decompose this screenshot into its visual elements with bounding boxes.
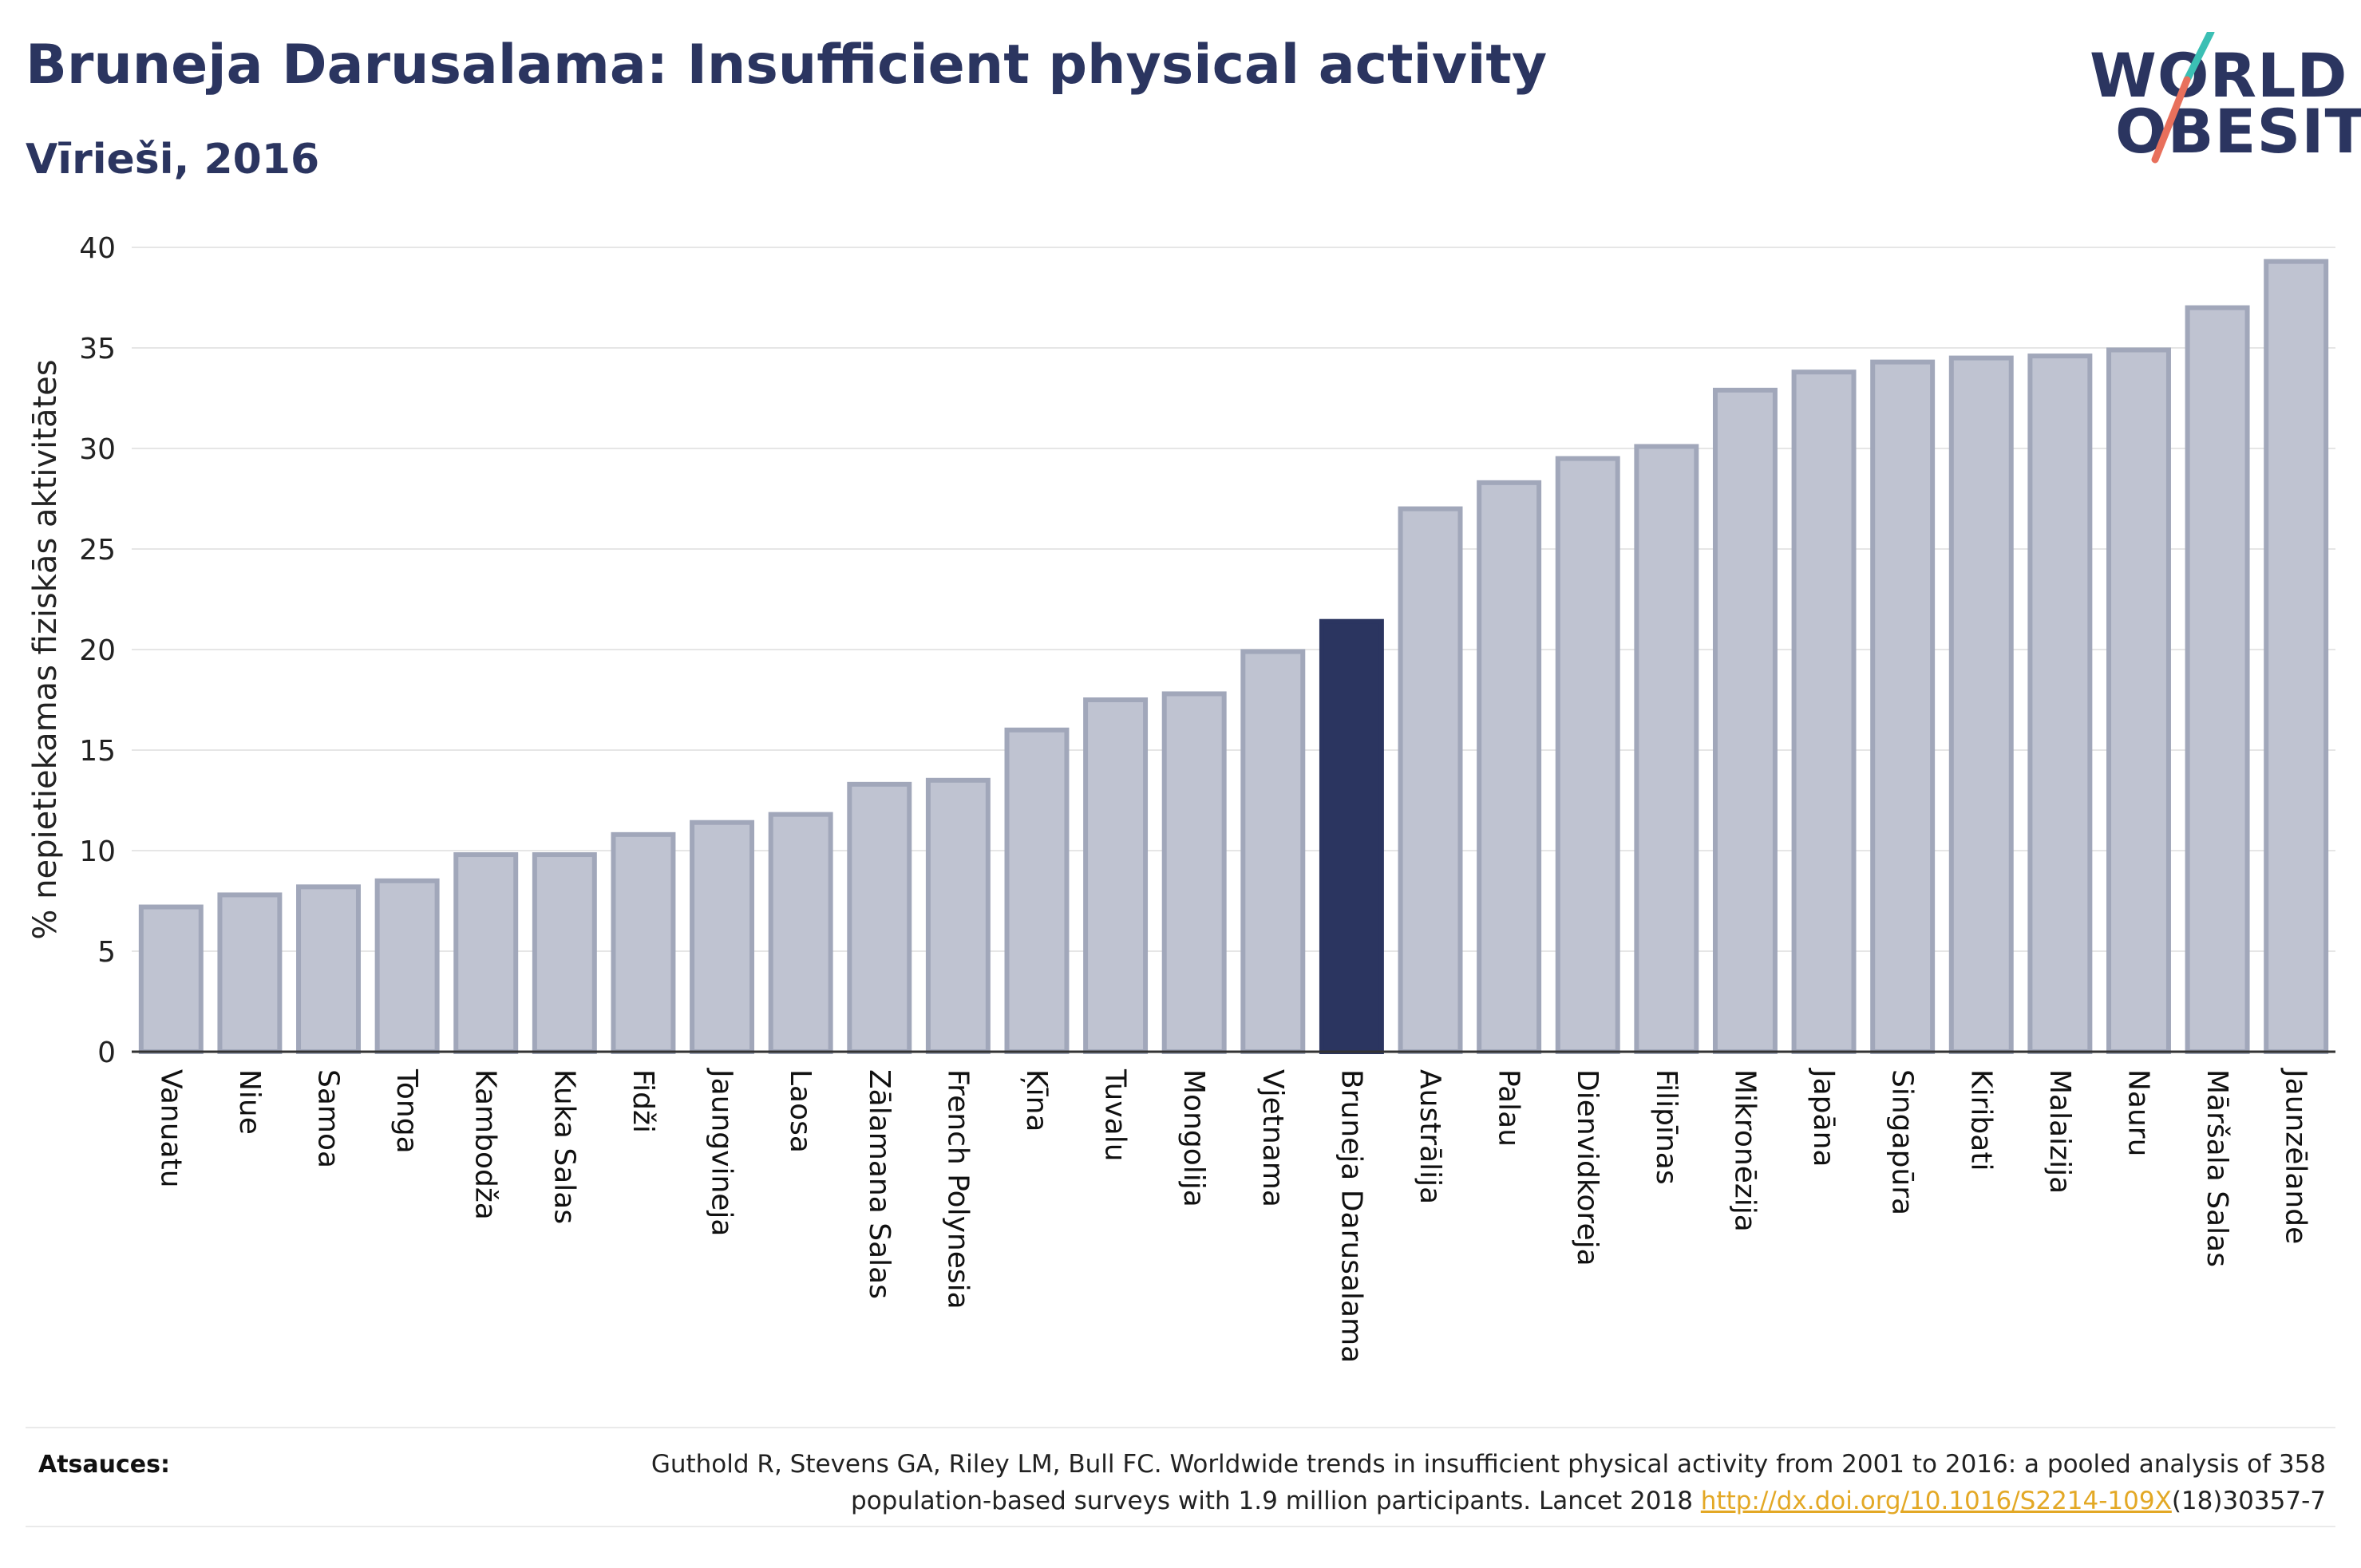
bar-chart: 0 5 10 15 20 25 30 35 40 % nepietiekamas fiziskās… — [27, 232, 2335, 1363]
y-tick-label: 20 — [79, 634, 116, 667]
x-tick-label: Kuka Salas — [548, 1069, 580, 1224]
y-tick-label: 25 — [79, 534, 116, 567]
footer-divider-bottom — [26, 1526, 2335, 1527]
x-tick-label: Tuvalu — [1099, 1068, 1132, 1162]
bar — [1948, 355, 2014, 1055]
x-tick-label: Mikronēzija — [1728, 1069, 1761, 1232]
bar — [532, 852, 597, 1054]
x-tick-label: Jaunzēlande — [2280, 1068, 2312, 1244]
bar — [925, 777, 991, 1054]
x-tick-label: Vanuatu — [154, 1069, 187, 1188]
bar — [2185, 305, 2250, 1055]
bar-highlight — [1319, 618, 1384, 1054]
x-tick-label: Fidži — [627, 1069, 659, 1133]
footer-divider-top — [26, 1427, 2335, 1428]
bar — [1398, 506, 1463, 1055]
bar — [1791, 369, 1857, 1055]
world-obesity-logo: WORLD OBESITY — [2075, 32, 2361, 176]
citation-line2: population-based surveys with 1.9 millio… — [851, 1487, 1701, 1515]
chart-title: Bruneja Darusalama: Insufficient physica… — [26, 34, 1548, 97]
x-tick-label: Nauru — [2122, 1069, 2154, 1156]
citation: Guthold R, Stevens GA, Riley LM, Bull FC… — [570, 1446, 2326, 1519]
bar — [374, 878, 440, 1054]
x-tick-label: Dienvidkoreja — [1571, 1069, 1604, 1266]
logo-slash-icon — [2151, 32, 2215, 164]
y-tick-label: 30 — [79, 433, 116, 466]
x-tick-label: Filipīnas — [1650, 1069, 1683, 1185]
chart-subtitle: Vīrieši, 2016 — [26, 136, 320, 184]
bar — [1083, 697, 1149, 1054]
y-tick-label: 0 — [97, 1037, 116, 1069]
x-tick-label: Singapūra — [1886, 1069, 1919, 1215]
x-tick-label: Vjetnama — [1256, 1069, 1289, 1207]
bar — [847, 781, 912, 1055]
citation-line1: Guthold R, Stevens GA, Riley LM, Bull FC… — [651, 1450, 2326, 1479]
bar — [1870, 359, 1936, 1054]
bar — [2264, 259, 2329, 1054]
y-axis-label: % nepietiekamas fiziskās aktivitātes — [27, 359, 64, 939]
bar — [296, 884, 361, 1054]
bar — [2027, 353, 2093, 1054]
bar — [1004, 727, 1070, 1054]
bar — [1555, 456, 1620, 1055]
citation-line2-end: (18)30357-7 — [2171, 1487, 2326, 1515]
bar — [768, 812, 833, 1054]
bar — [2106, 347, 2171, 1054]
x-tick-label: Austrālija — [1414, 1069, 1446, 1204]
x-tick-label: Tonga — [390, 1068, 423, 1154]
logo-text-world: WORLD — [2090, 40, 2348, 111]
y-tick-label: 15 — [79, 735, 116, 768]
x-tick-label: Mongolija — [1177, 1069, 1210, 1207]
x-tick-label: Kambodža — [469, 1069, 502, 1220]
x-tick-label: Palau — [1493, 1069, 1525, 1147]
bar — [1477, 480, 1542, 1054]
bar — [1634, 444, 1699, 1055]
x-tick-label: Niue — [233, 1069, 266, 1135]
x-tick-label: Laosa — [784, 1069, 817, 1153]
sources-label: Atsauces: — [38, 1451, 170, 1479]
y-tick-label: 5 — [97, 936, 116, 969]
x-tick-label: Māršala Salas — [2201, 1069, 2233, 1267]
x-tick-label: Ķīna — [1020, 1069, 1053, 1132]
citation-doi-link[interactable]: http://dx.doi.org/10.1016/S2214-109X — [1700, 1487, 2172, 1515]
bar — [1712, 387, 1778, 1055]
bar — [453, 852, 519, 1054]
x-tick-label: Bruneja Darusalama — [1335, 1069, 1367, 1363]
x-tick-label: Malaizija — [2043, 1069, 2076, 1194]
x-tick-label: Zālamana Salas — [863, 1069, 896, 1299]
x-tick-label: Japāna — [1807, 1068, 1840, 1167]
x-tick-label: Samoa — [312, 1069, 345, 1168]
x-tick-label: French Polynesia — [941, 1069, 974, 1309]
bar — [217, 892, 283, 1054]
y-tick-label: 35 — [79, 333, 116, 365]
y-tick-label: 40 — [79, 232, 116, 265]
bar — [611, 831, 676, 1055]
bar — [1240, 649, 1306, 1055]
bar — [1161, 691, 1227, 1054]
bar — [138, 904, 204, 1054]
x-tick-label: Kiribati — [1964, 1069, 1997, 1171]
bar — [690, 820, 755, 1054]
y-tick-label: 10 — [79, 835, 116, 868]
x-tick-label: Jaungvineja — [706, 1068, 738, 1237]
